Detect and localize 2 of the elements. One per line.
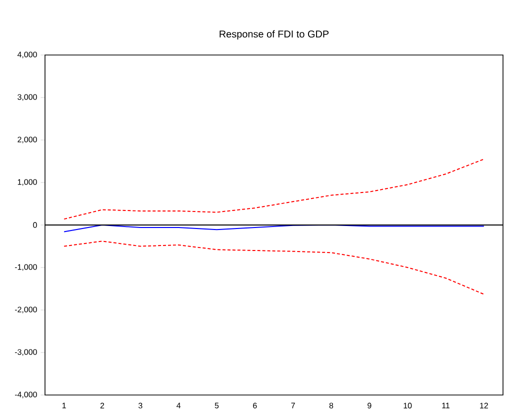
line-series xyxy=(64,240,484,295)
chart-title: Response of FDI to GDP xyxy=(220,30,329,40)
